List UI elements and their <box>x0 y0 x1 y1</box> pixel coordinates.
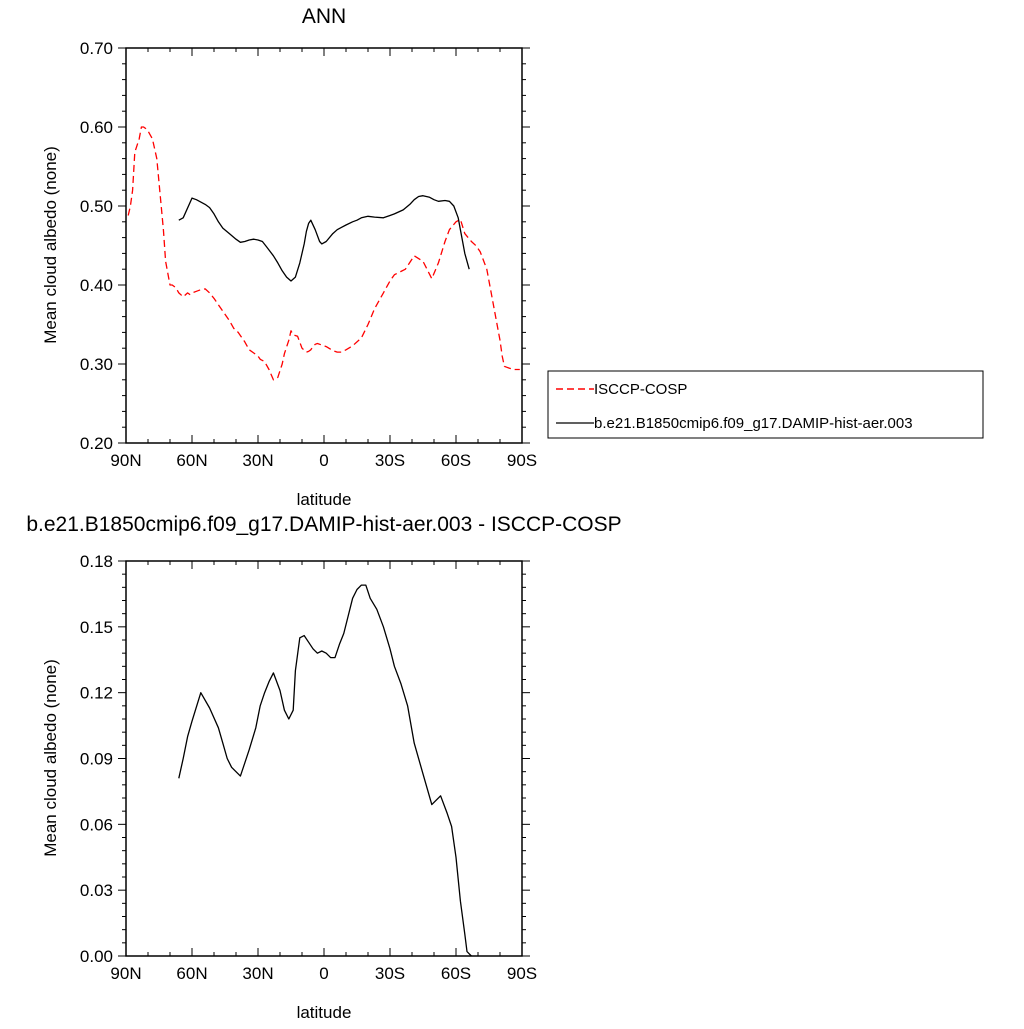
series-line-difference <box>178 584 472 957</box>
tick-marks <box>118 47 530 444</box>
x-tick-label: 0 <box>319 964 328 983</box>
y-tick-label: 0.18 <box>80 552 113 571</box>
series-layer <box>178 584 472 957</box>
y-tick-label: 0.20 <box>80 434 113 453</box>
plot-frame <box>125 560 523 957</box>
x-tick-label: 0 <box>319 451 328 470</box>
series-layer <box>127 126 520 381</box>
y-tick-label: 0.70 <box>80 39 113 58</box>
x-tick-label: 60S <box>441 964 471 983</box>
tick-labels: 90N 60N 30N 0 30S 60S 90S 0.00 0.03 0.06 0.09 0.12 0… <box>80 552 537 983</box>
x-tick-label: 30N <box>242 451 273 470</box>
legend-box <box>547 370 984 439</box>
x-tick-label: 60N <box>176 451 207 470</box>
tick-marks <box>118 560 530 957</box>
x-tick-label: 90N <box>110 964 141 983</box>
x-tick-label: 90N <box>110 451 141 470</box>
chart-title: ANN <box>302 5 346 28</box>
y-tick-label: 0.03 <box>80 881 113 900</box>
x-tick-label: 30S <box>375 451 405 470</box>
y-tick-label: 0.15 <box>80 618 113 637</box>
chart-panel-annual: ANN 90N 60N 30N 0 30S 60S 90S 0.20 0.30 0.40 0.50 0… <box>41 5 984 509</box>
chart-panel-difference: b.e21.B1850cmip6.f09_g17.DAMIP-hist-aer.… <box>26 513 621 1022</box>
plot-frame <box>125 47 523 444</box>
y-tick-label: 0.60 <box>80 118 113 137</box>
y-tick-label: 0.09 <box>80 750 113 769</box>
y-tick-label: 0.12 <box>80 684 113 703</box>
x-tick-label: 30S <box>375 964 405 983</box>
y-tick-label: 0.30 <box>80 355 113 374</box>
x-axis-label: latitude <box>297 1003 352 1022</box>
y-tick-label: 0.06 <box>80 815 113 834</box>
x-tick-label: 90S <box>507 451 537 470</box>
y-tick-label: 0.00 <box>80 947 113 966</box>
x-tick-label: 60N <box>176 964 207 983</box>
y-tick-label: 0.50 <box>80 197 113 216</box>
y-tick-label: 0.40 <box>80 276 113 295</box>
tick-labels: 90N 60N 30N 0 30S 60S 90S 0.20 0.30 0.40 0.50 0.60 0… <box>80 39 537 470</box>
legend-label-model: b.e21.B1850cmip6.f09_g17.DAMIP-hist-aer.… <box>594 415 913 432</box>
legend-label-isccp: ISCCP-COSP <box>594 381 687 398</box>
x-tick-label: 60S <box>441 451 471 470</box>
x-tick-label: 90S <box>507 964 537 983</box>
series-line-model <box>178 195 470 282</box>
series-line-isccp-cosp <box>127 126 520 381</box>
x-tick-label: 30N <box>242 964 273 983</box>
y-axis-label: Mean cloud albedo (none) <box>41 659 60 857</box>
y-axis-label: Mean cloud albedo (none) <box>41 146 60 344</box>
chart-title: b.e21.B1850cmip6.f09_g17.DAMIP-hist-aer.… <box>26 513 621 536</box>
legend: ISCCP-COSP b.e21.B1850cmip6.f09_g17.DAMI… <box>547 370 984 439</box>
x-axis-label: latitude <box>297 490 352 509</box>
